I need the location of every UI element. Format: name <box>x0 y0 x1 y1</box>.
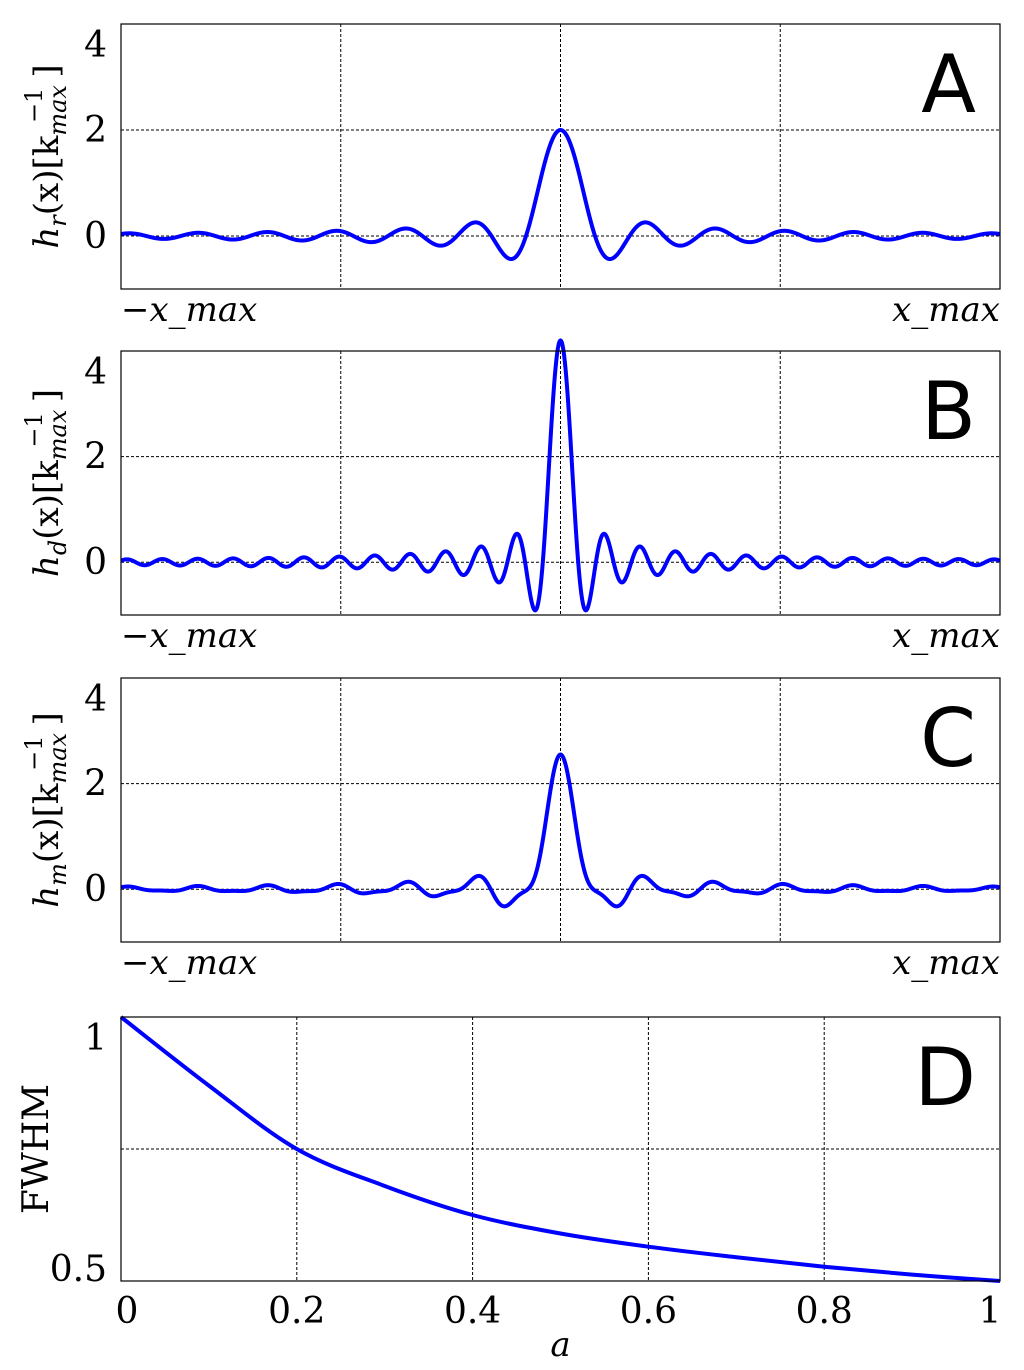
x-tick-label: 0.6 <box>620 1291 677 1332</box>
x-tick-label: 0.4 <box>444 1291 501 1332</box>
panel-D: 0.5 1 0 0.2 0.4 0.6 0.8 1 FWHM a D <box>16 1015 1002 1365</box>
panel-letter: C <box>920 692 976 785</box>
y-label-base: h <box>27 227 67 249</box>
y-label-close: ] <box>27 389 67 402</box>
panel-B: 0 2 4 −x_max x_max hd(x)[kmax−1] B <box>20 338 1002 656</box>
y-label-sub: m <box>44 863 72 886</box>
y-axis-label: hd(x)[kmax−1] <box>20 389 72 577</box>
panel-letter: D <box>914 1031 976 1124</box>
plot-frame <box>120 677 1001 943</box>
panel-A: 0 2 4 −x_max x_max hr(x)[kmax−1] A <box>20 23 1002 330</box>
x-tick-label-max: x_max <box>892 943 1000 983</box>
x-tick-label-max: x_max <box>892 616 1000 656</box>
y-label-unit-sup: −1 <box>20 412 48 447</box>
panel-C: 0 2 4 −x_max x_max hm(x)[kmax−1] C <box>20 677 1002 983</box>
y-label-unit-sub: max <box>44 732 72 783</box>
panel-letter: A <box>921 38 976 131</box>
y-label-unit-sub: max <box>44 409 72 460</box>
y-label-sub: r <box>44 214 72 227</box>
y-label-arg: (x)[k <box>27 460 67 540</box>
y-label-unit-sub: max <box>44 85 72 136</box>
plot-frame <box>120 350 1001 616</box>
series-line-FWHM <box>119 1015 1001 1283</box>
y-tick-label: 0 <box>84 216 107 257</box>
y-tick-label: 4 <box>84 679 107 720</box>
y-label-sub: d <box>44 540 72 555</box>
y-label-arg: (x)[k <box>27 783 67 863</box>
y-tick-label: 1 <box>84 1018 107 1059</box>
y-label-arg: (x)[k <box>27 135 67 215</box>
x-tick-label: 0.2 <box>268 1291 325 1332</box>
y-tick-label: 2 <box>84 110 107 151</box>
y-axis-label: hr(x)[kmax−1] <box>20 64 72 248</box>
y-tick-label: 2 <box>84 437 107 478</box>
y-label-close: ] <box>27 712 67 725</box>
series-line-h_m <box>119 752 1002 909</box>
y-tick-label: 0 <box>84 869 107 910</box>
y-axis-label: hm(x)[kmax−1] <box>20 712 72 908</box>
x-tick-label: 0.8 <box>796 1291 853 1332</box>
x-tick-label-min: −x_max <box>121 290 257 330</box>
y-tick-label: 4 <box>84 25 107 66</box>
x-tick-label-max: x_max <box>892 290 1000 330</box>
x-axis-label: a <box>550 1325 570 1365</box>
y-label-base: h <box>27 886 67 908</box>
y-label-unit-sup: −1 <box>20 88 48 123</box>
y-label-base: h <box>27 555 67 577</box>
y-tick-label: 0.5 <box>50 1249 107 1290</box>
y-axis-label: FWHM <box>16 1084 57 1214</box>
x-tick-label: 1 <box>979 1291 1002 1332</box>
y-label-close: ] <box>27 64 67 77</box>
x-tick-label-min: −x_max <box>121 616 257 656</box>
y-tick-label: 0 <box>84 542 107 583</box>
x-tick-label: 0 <box>116 1291 139 1332</box>
plot-frame <box>120 23 1001 290</box>
series-line-h_d <box>119 338 1002 613</box>
x-tick-label-min: −x_max <box>121 943 257 983</box>
y-tick-label: 2 <box>84 764 107 805</box>
panel-letter: B <box>921 365 976 458</box>
y-label-unit-sup: −1 <box>20 736 48 771</box>
plot-frame <box>120 1016 1001 1282</box>
series-line-h_r <box>119 128 1002 262</box>
y-tick-label: 4 <box>84 352 107 393</box>
